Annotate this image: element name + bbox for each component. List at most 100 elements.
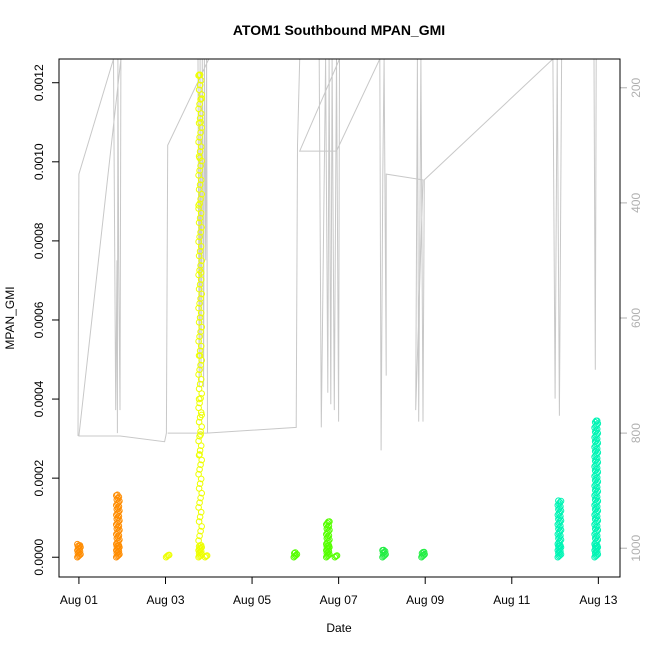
data-point <box>195 319 203 326</box>
data-point <box>195 504 202 511</box>
data-point <box>195 371 202 378</box>
x-tick-label: Aug 03 <box>146 593 184 607</box>
data-point <box>196 200 203 207</box>
data-point <box>195 437 202 445</box>
y-tick-label: 0.0006 <box>32 301 46 338</box>
data-point <box>291 550 298 557</box>
data-point <box>593 417 601 425</box>
data-point <box>197 428 204 435</box>
data-point <box>196 300 203 307</box>
data-point <box>196 366 203 374</box>
x-tick-label: Aug 07 <box>320 593 358 607</box>
data-point <box>195 186 203 193</box>
data-point <box>196 181 204 188</box>
data-point <box>556 499 564 506</box>
secondary-series-line <box>77 59 597 451</box>
data-point <box>198 95 205 102</box>
data-point <box>196 115 204 122</box>
data-point <box>196 480 204 488</box>
data-point <box>197 328 204 336</box>
y2-tick-label: 800 <box>629 423 643 443</box>
data-point <box>197 129 204 136</box>
data-point <box>196 546 203 553</box>
data-point <box>196 81 204 89</box>
y2-tick-label: 1000 <box>629 535 643 562</box>
data-point <box>114 491 121 499</box>
data-point <box>197 545 204 552</box>
data-point <box>195 518 203 525</box>
data-point <box>333 552 341 559</box>
data-point <box>196 214 204 222</box>
data-point <box>76 545 83 552</box>
data-point <box>201 553 209 561</box>
data-point <box>195 219 203 226</box>
data-point <box>196 499 203 507</box>
data-point <box>555 497 562 505</box>
data-point <box>291 552 299 560</box>
data-point <box>197 527 204 535</box>
y-tick-label: 0.0010 <box>32 143 46 180</box>
data-point <box>196 148 204 155</box>
data-point <box>165 551 173 559</box>
data-point <box>292 549 299 556</box>
data-point <box>196 281 204 288</box>
data-point <box>419 552 426 560</box>
data-point <box>197 228 204 236</box>
y2-tick-label: 200 <box>629 77 643 97</box>
data-point <box>196 399 203 407</box>
data-point <box>195 537 202 544</box>
data-point <box>203 552 211 559</box>
data-point <box>557 497 565 505</box>
data-point <box>197 195 204 203</box>
x-tick-label: Aug 01 <box>60 593 98 607</box>
data-point <box>195 485 203 492</box>
data-point <box>197 119 204 126</box>
data-point <box>195 238 202 245</box>
data-point <box>195 205 202 212</box>
data-point <box>196 513 204 521</box>
data-point <box>197 494 204 502</box>
y-tick-label: 0.0012 <box>32 64 46 101</box>
data-point <box>196 167 203 174</box>
y2-tick-label: 400 <box>629 193 643 213</box>
data-point <box>195 304 202 312</box>
data-point <box>196 532 203 540</box>
data-point <box>197 431 204 438</box>
data-point <box>197 361 204 369</box>
data-point <box>195 338 202 345</box>
data-point <box>195 285 203 293</box>
data-point <box>195 404 202 412</box>
data-point <box>195 202 202 209</box>
data-point <box>420 548 428 556</box>
data-point <box>196 447 204 454</box>
data-point <box>196 154 203 162</box>
x-tick-label: Aug 09 <box>406 593 444 607</box>
data-point <box>196 347 204 355</box>
data-point <box>195 385 203 393</box>
data-point <box>420 552 427 559</box>
data-point <box>196 100 203 108</box>
data-point <box>195 395 203 403</box>
data-point <box>197 295 204 302</box>
data-point <box>380 546 387 554</box>
data-point <box>196 333 203 340</box>
data-point <box>195 252 203 260</box>
data-point <box>197 262 204 269</box>
data-point <box>196 134 203 141</box>
data-point <box>195 470 202 478</box>
x-tick-label: Aug 11 <box>493 593 530 607</box>
data-point <box>196 432 203 440</box>
y-tick-label: 0.0000 <box>32 539 46 576</box>
data-point <box>195 418 203 426</box>
data-point <box>195 138 202 146</box>
data-point <box>196 233 203 241</box>
data-point <box>197 269 205 276</box>
data-point <box>113 492 120 499</box>
data-point <box>292 552 300 559</box>
data-point <box>196 380 204 388</box>
data-point <box>198 411 205 419</box>
y-axis-label: MPAN_GMI <box>3 286 17 349</box>
y-tick-label: 0.0008 <box>32 222 46 259</box>
y-tick-label: 0.0004 <box>32 380 46 417</box>
